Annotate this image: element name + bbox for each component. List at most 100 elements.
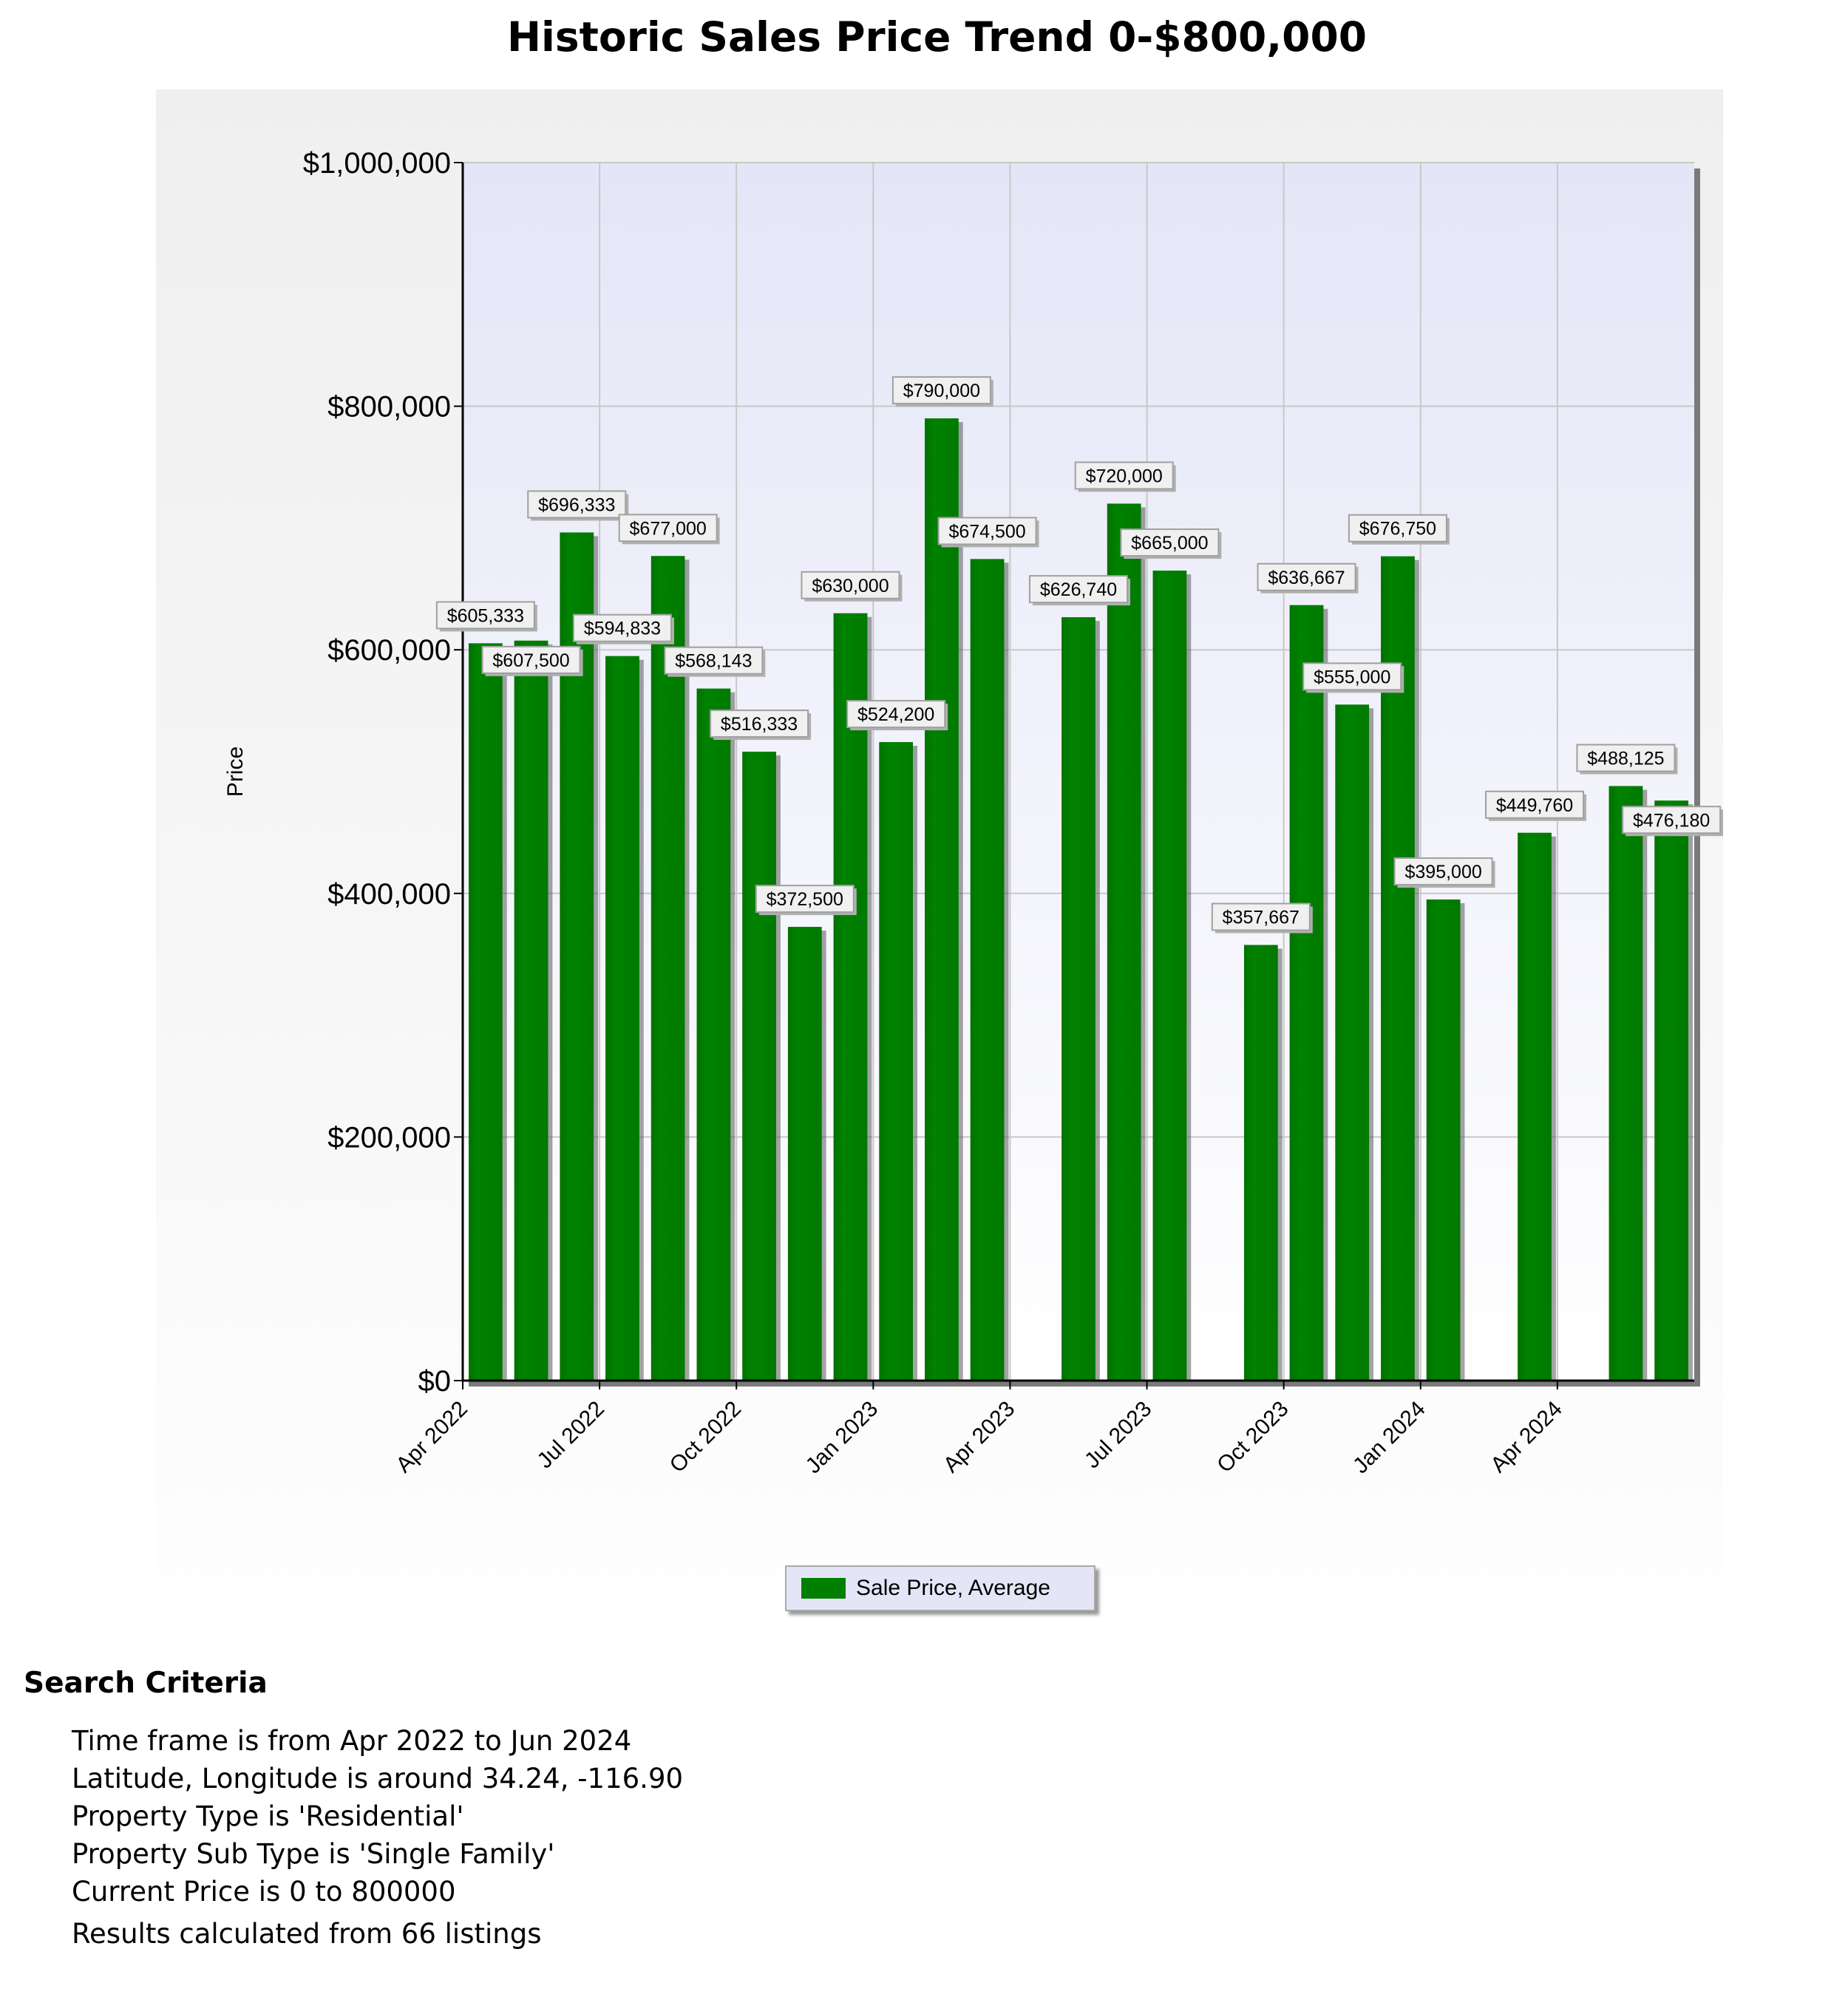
data-label-box [435,601,535,630]
bar-chart: $0 $200,000 $400,000 $600,000 $800,000 $1,000… [223,147,1723,1479]
data-label-box [1622,806,1722,834]
bar-highlight [1381,556,1415,1381]
data-label-text: $555,000 [1314,667,1390,687]
data-label: $516,333 [710,710,812,741]
x-tick-label: Oct 2023 [1212,1397,1293,1477]
data-label: $488,125 [1576,744,1678,775]
chart-panel: $0 $200,000 $400,000 $600,000 $800,000 $1,000… [156,89,1723,1616]
data-label: $665,000 [1120,528,1222,559]
bar-highlight [787,927,822,1381]
data-label-box [1029,575,1128,604]
data-label: $395,000 [1393,857,1495,888]
search-criteria: Search Criteria Time frame is from Apr 2… [24,1667,683,1950]
legend-label: Sale Price, Average [856,1576,1050,1600]
criteria-item: Current Price is 0 to 800000 [72,1876,456,1908]
y-tick-label: $0 [418,1365,452,1398]
data-label: $372,500 [755,885,857,916]
x-tick-label: Jul 2022 [533,1397,610,1474]
bar-highlight [925,418,959,1381]
data-label-box [801,571,900,599]
data-label-text: $677,000 [630,518,707,539]
bar-highlight [696,688,731,1381]
data-label-box [1302,662,1402,691]
bar-highlight [1243,945,1278,1381]
y-tick-label: $800,000 [327,391,451,423]
results-count: Results calculated from 66 listings [72,1918,542,1950]
data-label-text: $594,833 [584,619,661,639]
data-label-text: $676,750 [1359,519,1436,540]
bar-highlight [1152,571,1187,1381]
y-tick-label: $200,000 [327,1121,451,1154]
data-label-box [755,885,855,914]
data-label-text: $630,000 [812,576,889,596]
data-label: $568,143 [664,646,766,677]
criteria-item: Latitude, Longitude is around 34.24, -11… [72,1763,684,1794]
y-tick-label: $400,000 [327,878,451,911]
bar-highlight [1426,899,1461,1381]
bar-highlight [605,656,639,1381]
data-label: $674,500 [937,517,1039,548]
data-label: $626,740 [1029,575,1130,606]
x-tick-label: Apr 2024 [1486,1397,1566,1477]
criteria-item: Property Sub Type is 'Single Family' [72,1838,555,1870]
data-label-text: $476,180 [1633,810,1710,831]
data-label-box [1120,528,1220,557]
chart-title: Historic Sales Price Trend 0-$800,000 [507,13,1367,61]
data-label-text: $605,333 [447,605,524,626]
data-label: $605,333 [435,601,537,632]
data-label-text: $516,333 [721,714,798,735]
data-label-box [710,710,809,738]
x-tick-label: Apr 2022 [392,1397,472,1477]
x-tick-label: Apr 2023 [939,1397,1019,1477]
data-label: $696,333 [527,490,629,521]
bar-highlight [879,742,914,1381]
data-label-text: $395,000 [1404,862,1481,882]
x-tick-label: Jan 2023 [801,1397,883,1479]
data-label: $607,500 [481,645,583,676]
data-label-box [618,514,718,542]
y-tick-label: $1,000,000 [303,147,451,180]
data-label-text: $665,000 [1131,533,1208,554]
bar-highlight [1518,832,1552,1381]
data-label-box [937,517,1037,545]
data-label-box [1074,461,1174,490]
data-label: $630,000 [801,571,903,602]
legend-swatch [801,1578,846,1599]
x-tick-label: Jan 2024 [1348,1397,1430,1479]
data-label: $476,180 [1622,806,1723,837]
data-label-text: $696,333 [538,494,615,515]
bar-highlight [1654,800,1688,1381]
search-criteria-heading: Search Criteria [24,1667,268,1700]
y-tick-label: $600,000 [327,634,451,667]
criteria-list: Time frame is from Apr 2022 to Jun 2024 … [72,1722,683,1911]
data-label-text: $790,000 [903,381,980,401]
bar-highlight [970,559,1005,1381]
bar-highlight [742,752,776,1381]
data-label-box [1211,902,1311,931]
data-label-box [891,376,991,405]
data-label: $790,000 [891,376,993,407]
chart-legend: Sale Price, Average [785,1565,1095,1611]
data-label: $555,000 [1302,662,1404,693]
x-tick-label: Oct 2022 [665,1397,746,1477]
data-label-box [664,646,764,675]
y-axis-label: Price [223,746,248,797]
data-label: $449,760 [1485,790,1587,821]
data-label-text: $488,125 [1587,749,1664,769]
bar-highlight [650,556,685,1381]
data-label-text: $607,500 [492,650,569,671]
data-label-text: $357,667 [1223,908,1300,928]
data-label-text: $636,667 [1268,568,1345,588]
data-label-text: $524,200 [857,704,934,725]
x-tick-label: Jul 2023 [1080,1397,1157,1474]
data-label: $636,667 [1257,562,1359,593]
data-label-box [1576,744,1676,772]
criteria-item: Time frame is from Apr 2022 to Jun 2024 [72,1725,632,1757]
bar-highlight [514,640,548,1381]
bar-highlight [1608,786,1643,1381]
data-label-text: $720,000 [1086,466,1163,486]
data-label-text: $372,500 [767,889,843,910]
data-label-box [1257,562,1356,591]
bar-highlight [469,643,503,1381]
bar-highlight [1335,704,1370,1381]
